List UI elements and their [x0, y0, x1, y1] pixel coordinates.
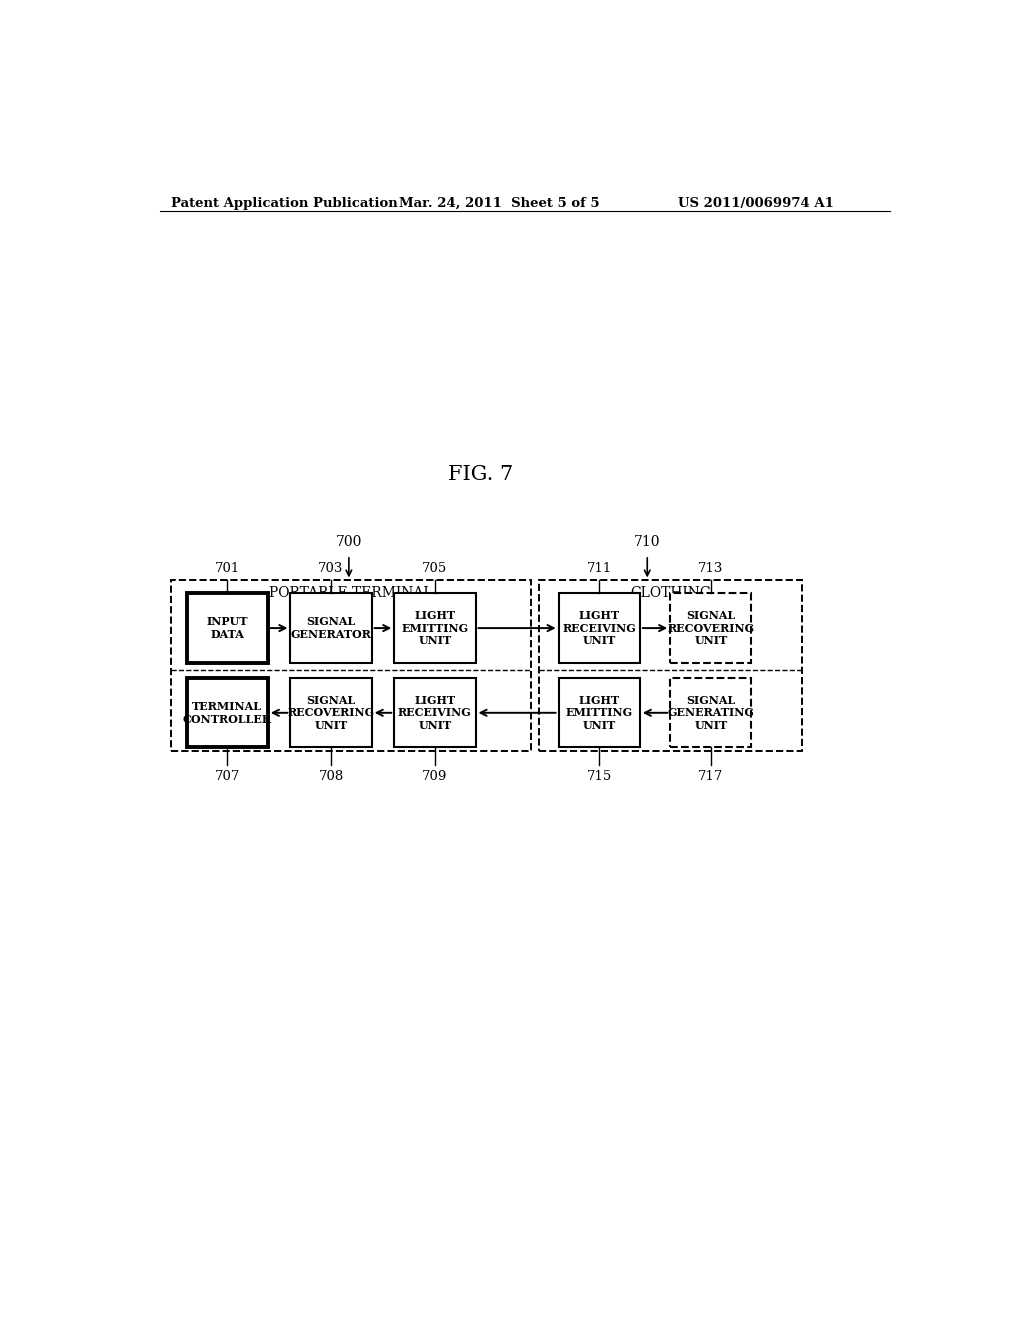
Text: 711: 711 — [587, 562, 611, 576]
Bar — [291, 678, 372, 747]
Text: 700: 700 — [336, 535, 362, 549]
Text: 703: 703 — [318, 562, 344, 576]
Bar — [171, 581, 531, 751]
Text: FIG. 7: FIG. 7 — [449, 465, 513, 483]
Text: CLOTHING: CLOTHING — [630, 586, 711, 601]
Bar — [670, 678, 752, 747]
Text: LIGHT
EMITTING
UNIT: LIGHT EMITTING UNIT — [565, 694, 633, 731]
Text: LIGHT
EMITTING
UNIT: LIGHT EMITTING UNIT — [401, 610, 468, 647]
Text: 701: 701 — [215, 562, 240, 576]
Text: 713: 713 — [698, 562, 724, 576]
Bar — [539, 581, 802, 751]
Text: SIGNAL
GENERATOR: SIGNAL GENERATOR — [291, 616, 372, 640]
Text: 715: 715 — [587, 770, 611, 783]
Text: 708: 708 — [318, 770, 344, 783]
Text: LIGHT
RECEIVING
UNIT: LIGHT RECEIVING UNIT — [398, 694, 472, 731]
Bar — [558, 678, 640, 747]
Text: 710: 710 — [634, 535, 660, 549]
Text: PORTABLE TERMINAL: PORTABLE TERMINAL — [269, 586, 432, 601]
Text: Mar. 24, 2011  Sheet 5 of 5: Mar. 24, 2011 Sheet 5 of 5 — [399, 197, 600, 210]
Bar — [186, 594, 268, 663]
Bar — [394, 594, 475, 663]
Bar — [670, 594, 752, 663]
Bar — [558, 594, 640, 663]
Text: Patent Application Publication: Patent Application Publication — [171, 197, 397, 210]
Bar — [291, 594, 372, 663]
Bar — [394, 678, 475, 747]
Text: TERMINAL
CONTROLLER: TERMINAL CONTROLLER — [182, 701, 271, 725]
Text: 705: 705 — [422, 562, 447, 576]
Text: 707: 707 — [214, 770, 240, 783]
Text: SIGNAL
GENERATING
UNIT: SIGNAL GENERATING UNIT — [668, 694, 755, 731]
Text: US 2011/0069974 A1: US 2011/0069974 A1 — [678, 197, 835, 210]
Text: 709: 709 — [422, 770, 447, 783]
Text: SIGNAL
RECOVERING
UNIT: SIGNAL RECOVERING UNIT — [288, 694, 375, 731]
Text: SIGNAL
RECOVERING
UNIT: SIGNAL RECOVERING UNIT — [668, 610, 755, 647]
Bar — [186, 678, 268, 747]
Text: LIGHT
RECEIVING
UNIT: LIGHT RECEIVING UNIT — [562, 610, 636, 647]
Text: 717: 717 — [698, 770, 724, 783]
Text: INPUT
DATA: INPUT DATA — [207, 616, 248, 640]
